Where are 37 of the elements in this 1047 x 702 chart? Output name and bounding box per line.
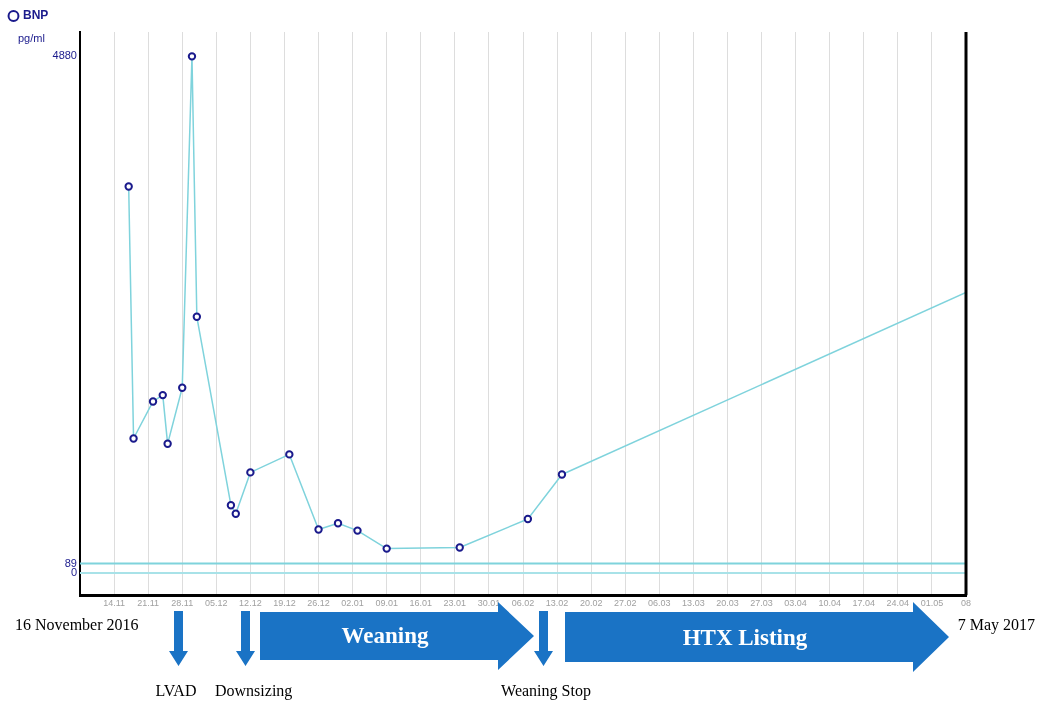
text: Downsizing bbox=[215, 682, 293, 699]
x-tick-label: 27.02 bbox=[613, 598, 637, 609]
x-tick-label: 06.02 bbox=[511, 598, 535, 609]
x-tick-label: 17.04 bbox=[852, 598, 876, 609]
x-tick-label: 13.02 bbox=[545, 598, 569, 609]
x-tick-label: 10.04 bbox=[818, 598, 841, 609]
x-tick-label: 01.05 bbox=[920, 598, 944, 609]
y-tick-label: 4880 bbox=[52, 49, 77, 62]
text: 7 May 2017 bbox=[957, 616, 1035, 633]
text: 16 November 2016 bbox=[15, 616, 139, 633]
text: Weaning Stop bbox=[501, 682, 591, 699]
x-tick-label: 21.11 bbox=[137, 598, 160, 609]
x-tick-label: 16.01 bbox=[409, 598, 433, 609]
text: LVAD bbox=[155, 682, 197, 699]
x-tick-label: 20.03 bbox=[716, 598, 739, 609]
x-tick-label: 27.03 bbox=[750, 598, 773, 609]
legend-label: BNP bbox=[23, 8, 49, 23]
x-tick-label: 03.04 bbox=[784, 598, 807, 609]
x-tick-label: 09.01 bbox=[375, 598, 398, 609]
x-tick-label: 08 bbox=[960, 598, 972, 609]
text: HTX Listing bbox=[682, 625, 808, 650]
x-tick-label: 02.01 bbox=[341, 598, 364, 609]
x-tick-label: 26.12 bbox=[307, 598, 330, 609]
x-tick-label: 28.11 bbox=[171, 598, 194, 609]
x-tick-label: 14.11 bbox=[103, 598, 126, 609]
x-tick-label: 23.01 bbox=[443, 598, 467, 609]
y-tick-label: 0 bbox=[70, 566, 77, 578]
x-tick-label: 19.12 bbox=[273, 598, 296, 609]
x-tick-label: 13.03 bbox=[682, 598, 705, 609]
y-axis-title: pg/ml bbox=[18, 32, 45, 45]
x-tick-label: 20.02 bbox=[579, 598, 603, 609]
text: Weaning bbox=[341, 623, 429, 648]
x-tick-label: 05.12 bbox=[205, 598, 228, 609]
x-tick-label: 12.12 bbox=[239, 598, 262, 609]
y-tick-label: 89 bbox=[64, 556, 77, 569]
x-tick-label: 24.04 bbox=[886, 598, 910, 609]
x-tick-label: 06.03 bbox=[648, 598, 671, 609]
